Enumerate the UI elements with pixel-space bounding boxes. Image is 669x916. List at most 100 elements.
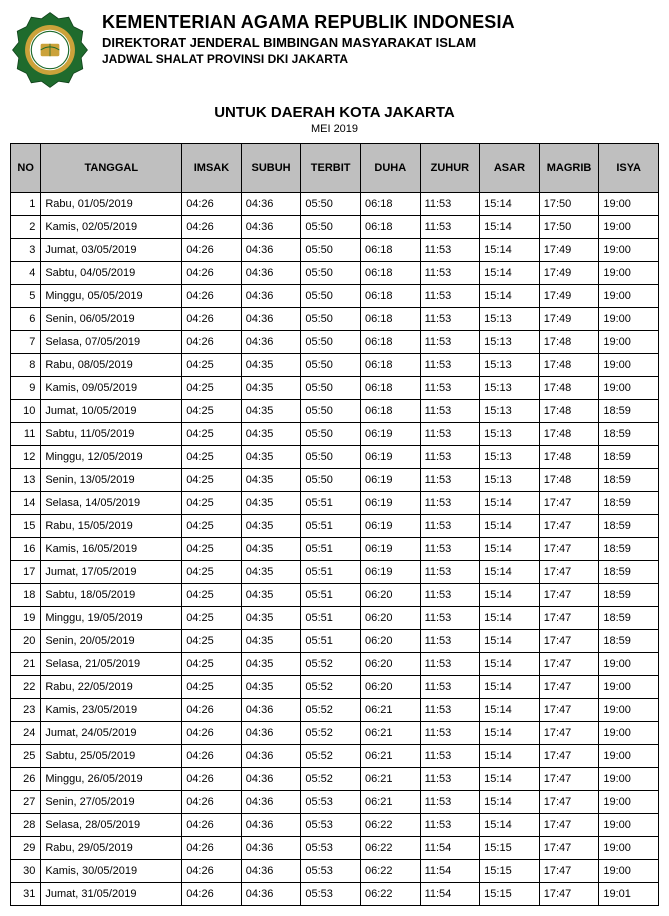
cell-time: 04:26 <box>182 768 242 791</box>
cell-tanggal: Kamis, 30/05/2019 <box>41 860 182 883</box>
cell-time: 15:14 <box>480 791 540 814</box>
table-row: 16Kamis, 16/05/201904:2504:3505:5106:191… <box>11 538 659 561</box>
cell-time: 04:26 <box>182 193 242 216</box>
table-row: 5Minggu, 05/05/201904:2604:3605:5006:181… <box>11 285 659 308</box>
table-row: 23Kamis, 23/05/201904:2604:3605:5206:211… <box>11 699 659 722</box>
cell-time: 19:00 <box>599 308 659 331</box>
cell-time: 04:26 <box>182 837 242 860</box>
cell-time: 04:25 <box>182 492 242 515</box>
cell-time: 17:50 <box>539 193 599 216</box>
cell-time: 04:36 <box>241 860 301 883</box>
cell-time: 05:50 <box>301 400 361 423</box>
cell-time: 17:47 <box>539 653 599 676</box>
cell-time: 04:36 <box>241 883 301 906</box>
cell-tanggal: Sabtu, 11/05/2019 <box>41 423 182 446</box>
cell-time: 06:20 <box>360 584 420 607</box>
table-row: 31Jumat, 31/05/201904:2604:3605:5306:221… <box>11 883 659 906</box>
cell-time: 04:35 <box>241 630 301 653</box>
cell-no: 30 <box>11 860 41 883</box>
cell-time: 06:21 <box>360 791 420 814</box>
cell-time: 06:22 <box>360 860 420 883</box>
cell-time: 04:35 <box>241 515 301 538</box>
cell-time: 17:47 <box>539 860 599 883</box>
cell-tanggal: Sabtu, 25/05/2019 <box>41 745 182 768</box>
table-row: 25Sabtu, 25/05/201904:2604:3605:5206:211… <box>11 745 659 768</box>
cell-time: 05:50 <box>301 216 361 239</box>
document-header: KEMENTERIAN AGAMA REPUBLIK INDONESIA DIR… <box>10 10 659 90</box>
table-row: 14Selasa, 14/05/201904:2504:3505:5106:19… <box>11 492 659 515</box>
cell-time: 18:59 <box>599 584 659 607</box>
cell-time: 04:25 <box>182 446 242 469</box>
cell-time: 18:59 <box>599 446 659 469</box>
cell-time: 05:50 <box>301 331 361 354</box>
cell-time: 17:48 <box>539 354 599 377</box>
cell-time: 04:36 <box>241 262 301 285</box>
cell-time: 04:25 <box>182 354 242 377</box>
cell-time: 19:00 <box>599 216 659 239</box>
cell-time: 05:52 <box>301 653 361 676</box>
cell-time: 04:36 <box>241 768 301 791</box>
cell-time: 04:36 <box>241 239 301 262</box>
table-row: 4Sabtu, 04/05/201904:2604:3605:5006:1811… <box>11 262 659 285</box>
logo-icon <box>11 11 89 89</box>
cell-time: 15:14 <box>480 607 540 630</box>
table-body: 1Rabu, 01/05/201904:2604:3605:5006:1811:… <box>11 193 659 906</box>
cell-time: 19:00 <box>599 699 659 722</box>
cell-time: 05:52 <box>301 676 361 699</box>
cell-time: 11:53 <box>420 423 480 446</box>
cell-time: 05:51 <box>301 607 361 630</box>
cell-time: 19:00 <box>599 239 659 262</box>
cell-time: 04:26 <box>182 239 242 262</box>
cell-time: 18:59 <box>599 630 659 653</box>
cell-time: 05:52 <box>301 699 361 722</box>
cell-time: 19:00 <box>599 791 659 814</box>
cell-time: 06:19 <box>360 561 420 584</box>
cell-tanggal: Jumat, 03/05/2019 <box>41 239 182 262</box>
cell-time: 05:50 <box>301 469 361 492</box>
cell-time: 11:53 <box>420 814 480 837</box>
cell-time: 11:53 <box>420 561 480 584</box>
cell-tanggal: Selasa, 14/05/2019 <box>41 492 182 515</box>
table-row: 20Senin, 20/05/201904:2504:3505:5106:201… <box>11 630 659 653</box>
cell-time: 06:19 <box>360 515 420 538</box>
cell-time: 15:14 <box>480 193 540 216</box>
cell-time: 11:54 <box>420 837 480 860</box>
cell-time: 19:00 <box>599 814 659 837</box>
cell-time: 11:53 <box>420 699 480 722</box>
cell-time: 15:13 <box>480 308 540 331</box>
cell-no: 20 <box>11 630 41 653</box>
cell-time: 17:49 <box>539 239 599 262</box>
cell-time: 11:53 <box>420 745 480 768</box>
cell-time: 05:50 <box>301 377 361 400</box>
cell-time: 04:25 <box>182 676 242 699</box>
cell-time: 05:53 <box>301 837 361 860</box>
col-terbit: TERBIT <box>301 144 361 193</box>
cell-time: 04:35 <box>241 538 301 561</box>
cell-time: 15:13 <box>480 354 540 377</box>
cell-time: 15:14 <box>480 216 540 239</box>
cell-time: 19:00 <box>599 193 659 216</box>
cell-time: 04:36 <box>241 699 301 722</box>
cell-time: 15:14 <box>480 699 540 722</box>
table-row: 11Sabtu, 11/05/201904:2504:3505:5006:191… <box>11 423 659 446</box>
cell-time: 06:18 <box>360 216 420 239</box>
cell-time: 18:59 <box>599 469 659 492</box>
cell-tanggal: Kamis, 16/05/2019 <box>41 538 182 561</box>
cell-time: 06:19 <box>360 423 420 446</box>
table-row: 1Rabu, 01/05/201904:2604:3605:5006:1811:… <box>11 193 659 216</box>
cell-time: 04:36 <box>241 837 301 860</box>
cell-time: 11:53 <box>420 492 480 515</box>
cell-time: 06:18 <box>360 285 420 308</box>
cell-time: 15:14 <box>480 653 540 676</box>
cell-time: 05:53 <box>301 860 361 883</box>
cell-time: 17:48 <box>539 423 599 446</box>
cell-time: 04:25 <box>182 377 242 400</box>
cell-time: 11:53 <box>420 400 480 423</box>
cell-time: 15:13 <box>480 377 540 400</box>
cell-tanggal: Minggu, 19/05/2019 <box>41 607 182 630</box>
cell-time: 11:53 <box>420 446 480 469</box>
cell-time: 17:50 <box>539 216 599 239</box>
cell-time: 17:48 <box>539 331 599 354</box>
cell-no: 22 <box>11 676 41 699</box>
cell-time: 18:59 <box>599 400 659 423</box>
